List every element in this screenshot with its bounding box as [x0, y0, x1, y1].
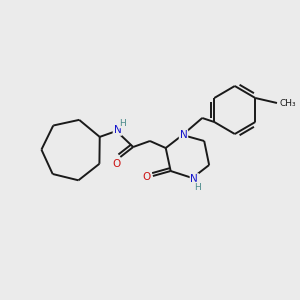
Text: O: O	[143, 172, 151, 182]
Text: N: N	[180, 130, 188, 140]
Text: O: O	[112, 159, 121, 169]
Text: H: H	[194, 182, 201, 191]
Text: H: H	[119, 118, 126, 127]
Text: CH₃: CH₃	[280, 98, 297, 107]
Text: N: N	[190, 174, 198, 184]
Text: N: N	[113, 125, 121, 135]
